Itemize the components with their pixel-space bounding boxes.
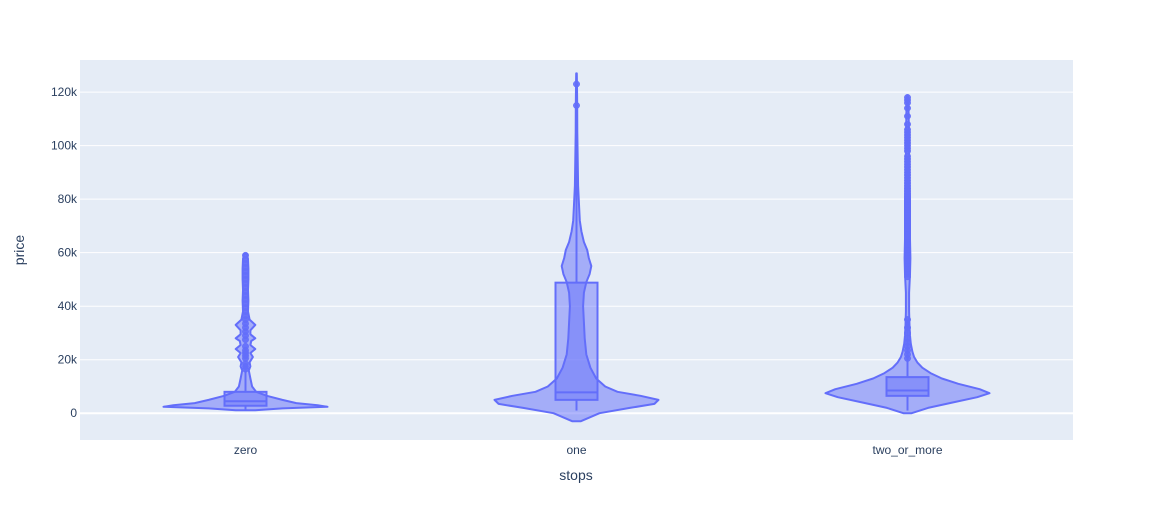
y-tick-label: 40k	[58, 299, 78, 313]
y-tick-label: 60k	[58, 246, 78, 260]
y-tick-labels: 0 20k 40k 60k 80k 100k 120k	[51, 85, 78, 420]
x-tick-labels: zero one two_or_more	[234, 443, 943, 457]
box	[885, 376, 930, 397]
y-tick-label: 120k	[51, 85, 78, 99]
outlier-point	[573, 102, 580, 109]
outlier-point	[242, 342, 249, 350]
box	[554, 281, 599, 401]
x-axis-title: stops	[559, 467, 592, 483]
outlier-point	[904, 316, 911, 324]
outlier-point	[904, 112, 911, 120]
x-tick-label: two_or_more	[872, 443, 942, 457]
violin-series	[162, 72, 991, 423]
outlier-point	[242, 251, 249, 259]
y-tick-label: 20k	[58, 353, 78, 367]
x-tick-label: zero	[234, 443, 258, 457]
outlier-point	[904, 324, 911, 332]
x-tick-label: one	[566, 443, 586, 457]
violin-zero	[162, 251, 329, 412]
y-axis-title: price	[11, 235, 27, 266]
box	[223, 390, 268, 407]
outlier-point	[904, 120, 911, 128]
y-tick-label: 100k	[51, 139, 78, 153]
y-tick-label: 0	[70, 406, 77, 420]
y-tick-label: 80k	[58, 192, 78, 206]
violin-one	[493, 72, 660, 423]
outlier-point	[573, 80, 580, 88]
outlier-point	[904, 94, 911, 101]
violin-two_or_more	[824, 94, 991, 415]
